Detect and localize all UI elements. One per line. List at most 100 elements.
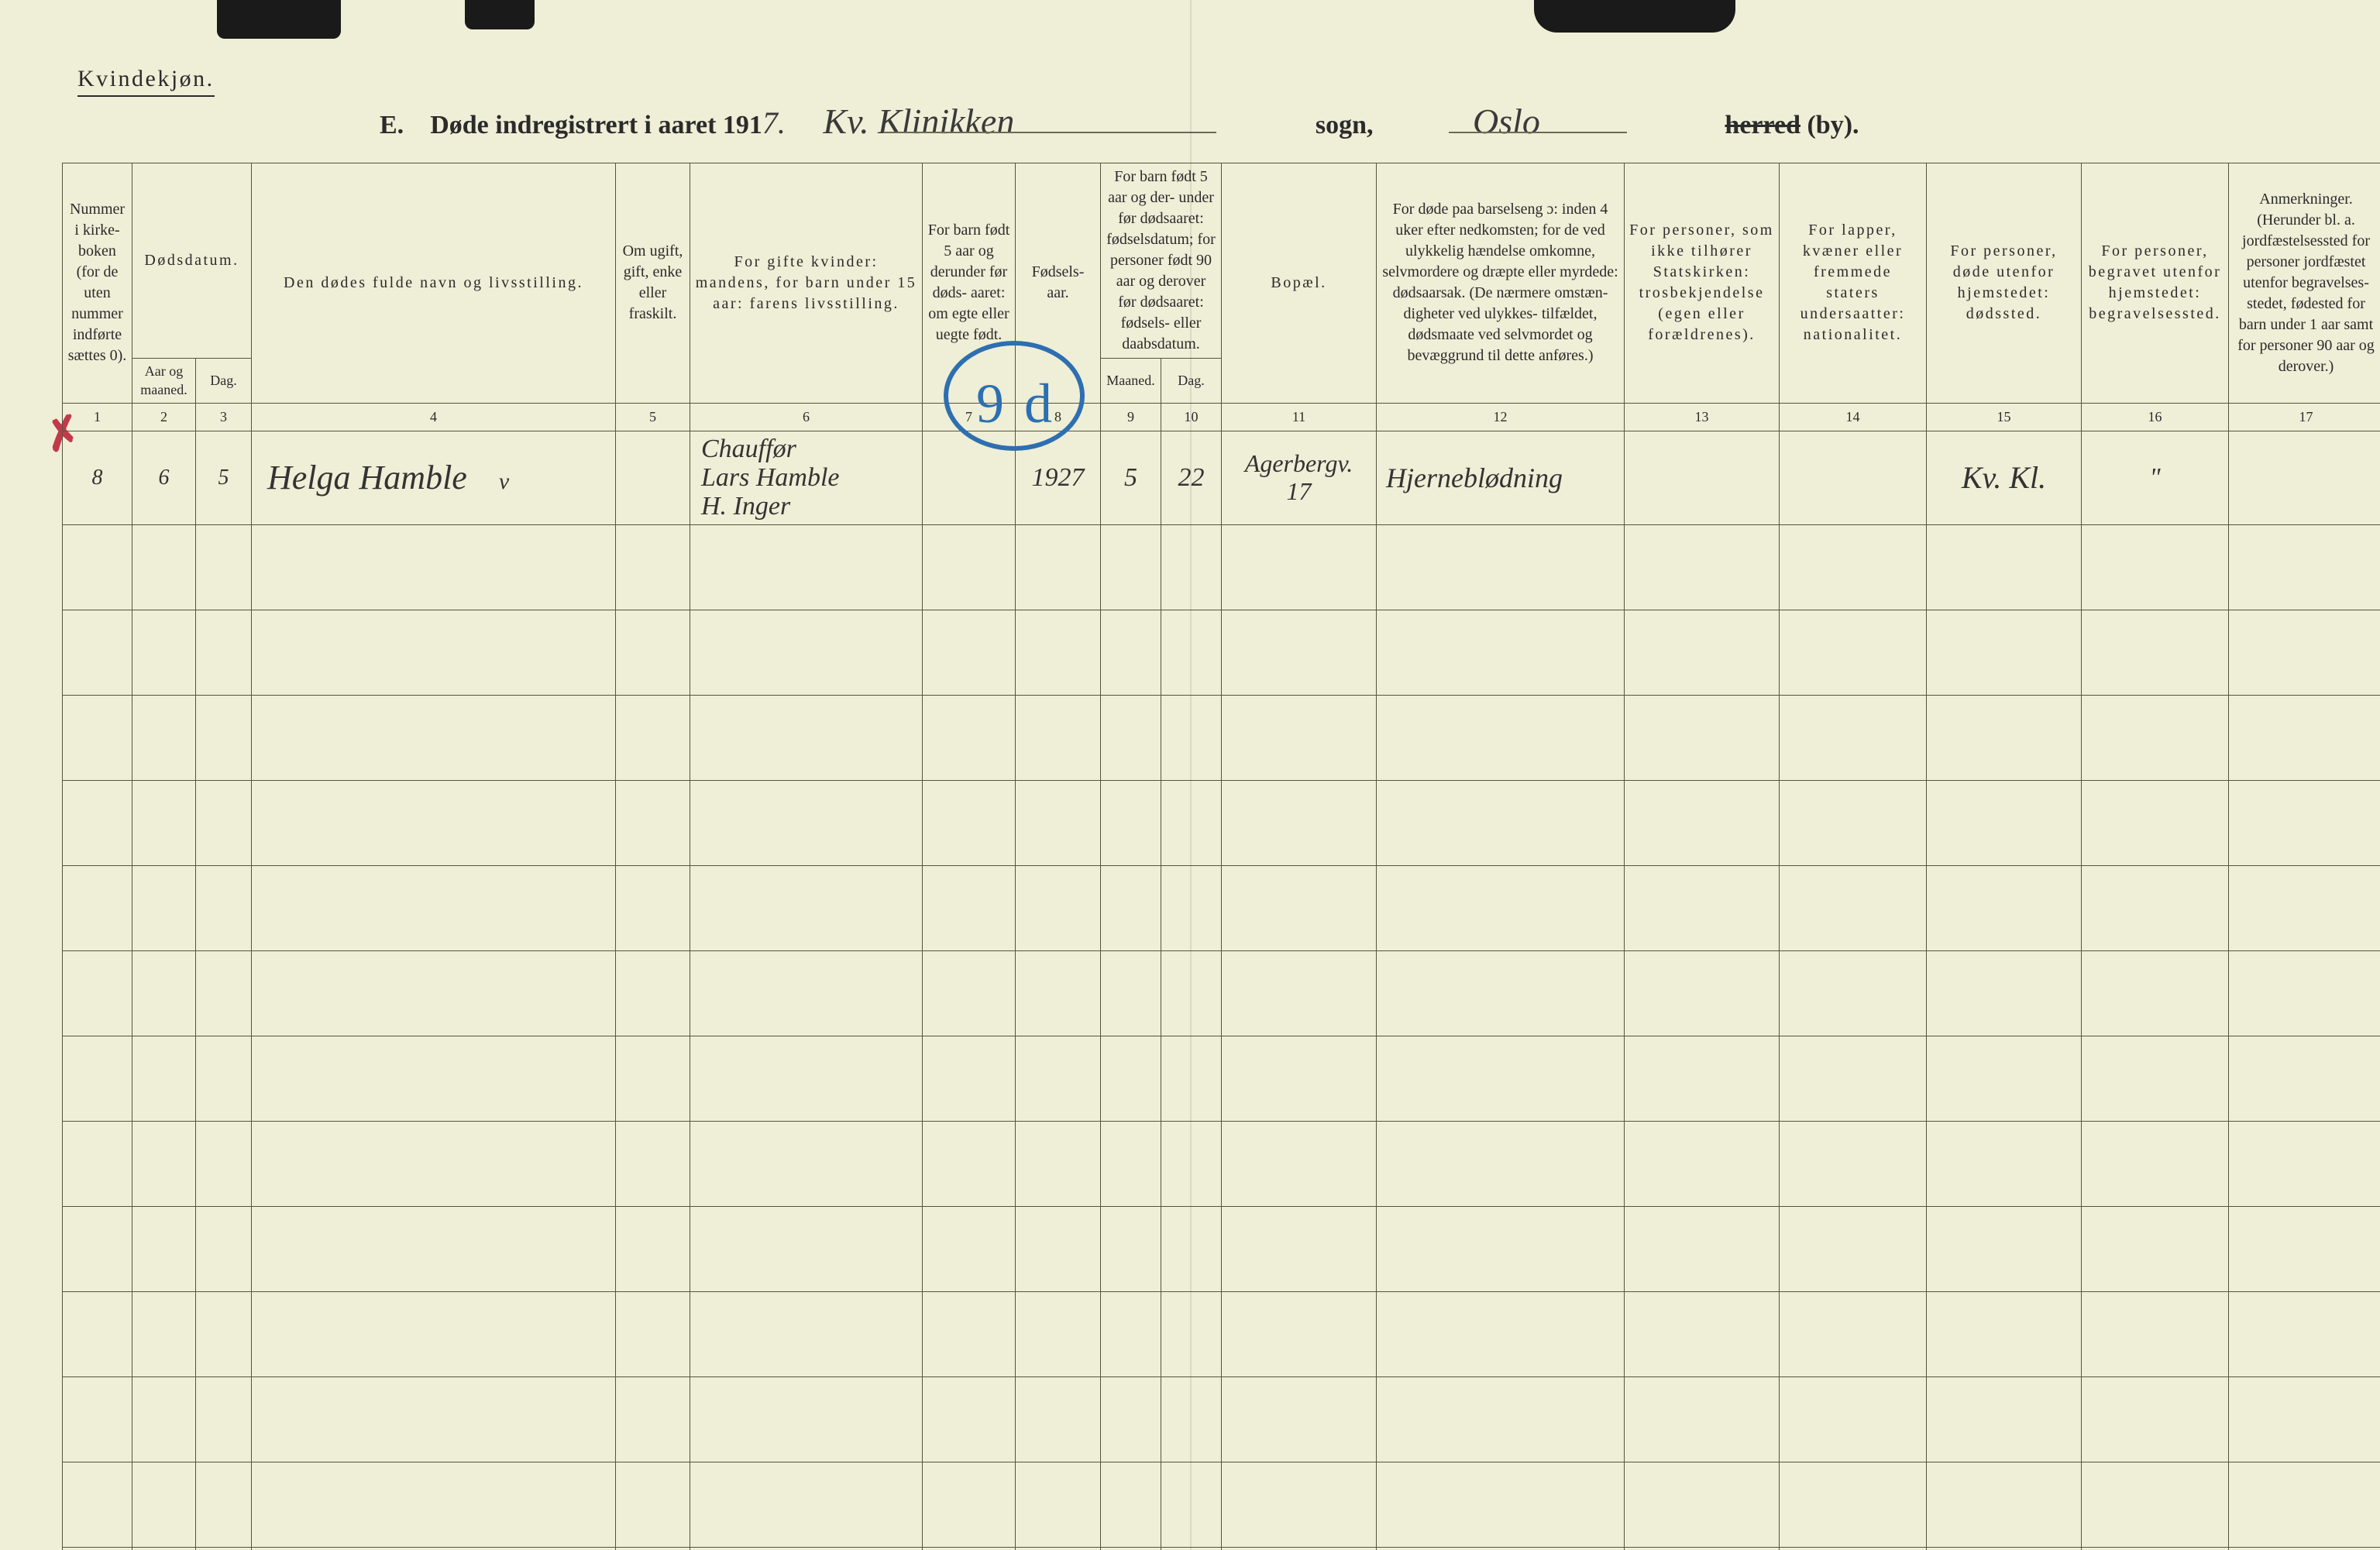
empty-cell xyxy=(2082,610,2229,695)
empty-cell xyxy=(132,865,196,950)
empty-cell xyxy=(252,695,616,780)
column-number: 9 xyxy=(1101,403,1161,431)
empty-cell xyxy=(690,780,923,865)
empty-cell xyxy=(1222,865,1377,950)
empty-cell xyxy=(252,1291,616,1376)
empty-cell xyxy=(2229,695,2380,780)
empty-cell xyxy=(923,1291,1016,1376)
empty-cell xyxy=(1927,780,2082,865)
empty-cell xyxy=(616,610,690,695)
table-row xyxy=(63,1206,2380,1291)
empty-cell xyxy=(1016,865,1101,950)
empty-cell xyxy=(690,695,923,780)
empty-cell xyxy=(616,1291,690,1376)
empty-cell xyxy=(1625,1121,1780,1206)
year-suffix: 7. xyxy=(762,105,786,140)
empty-cell xyxy=(63,1121,132,1206)
empty-cell xyxy=(1222,695,1377,780)
empty-cell xyxy=(923,1036,1016,1121)
empty-cell xyxy=(1780,1206,1927,1291)
empty-cell xyxy=(1101,1121,1161,1206)
cell-day: 5 xyxy=(196,431,252,524)
column-number: 3 xyxy=(196,403,252,431)
empty-cell xyxy=(252,1206,616,1291)
empty-cell xyxy=(1016,1547,1101,1550)
empty-cell xyxy=(690,524,923,610)
empty-cell xyxy=(1625,695,1780,780)
empty-cell xyxy=(132,1291,196,1376)
empty-cell xyxy=(132,1462,196,1547)
table-row xyxy=(63,1036,2380,1121)
empty-cell xyxy=(690,865,923,950)
column-number: 1 xyxy=(63,403,132,431)
empty-cell xyxy=(1780,1462,1927,1547)
empty-cell xyxy=(252,1547,616,1550)
empty-cell xyxy=(2229,865,2380,950)
empty-cell xyxy=(196,780,252,865)
col-header-910: For barn født 5 aar og der- under før dø… xyxy=(1101,163,1222,359)
empty-cell xyxy=(252,1376,616,1462)
empty-cell xyxy=(1625,524,1780,610)
empty-cell xyxy=(1016,610,1101,695)
title-letter: E. xyxy=(380,111,404,139)
col-header-16: For personer, begravet utenfor hjemstede… xyxy=(2082,163,2229,404)
empty-cell xyxy=(1927,1121,2082,1206)
empty-cell xyxy=(196,1121,252,1206)
empty-cell xyxy=(1780,1121,1927,1206)
empty-cell xyxy=(1222,1462,1377,1547)
empty-cell xyxy=(2229,524,2380,610)
empty-cell xyxy=(616,695,690,780)
empty-cell xyxy=(2082,780,2229,865)
empty-cell xyxy=(2229,1291,2380,1376)
cell-13 xyxy=(1625,431,1780,524)
empty-cell xyxy=(1377,610,1625,695)
table-row xyxy=(63,695,2380,780)
empty-cell xyxy=(2229,780,2380,865)
empty-cell xyxy=(1780,1547,1927,1550)
empty-cell xyxy=(1780,1036,1927,1121)
col-subheader-2: Aar og maaned. xyxy=(132,359,196,404)
empty-cell xyxy=(1222,780,1377,865)
empty-cell xyxy=(1625,1291,1780,1376)
label-by: (by). xyxy=(1807,111,1859,139)
empty-cell xyxy=(252,865,616,950)
empty-cell xyxy=(1377,1462,1625,1547)
cell-name: Helga Hamble v xyxy=(252,431,616,524)
empty-cell xyxy=(2229,610,2380,695)
empty-cell xyxy=(2229,1036,2380,1121)
empty-cell xyxy=(1222,610,1377,695)
empty-cell xyxy=(252,1462,616,1547)
empty-cell xyxy=(1625,1206,1780,1291)
empty-cell xyxy=(923,1376,1016,1462)
empty-cell xyxy=(1016,524,1101,610)
empty-cell xyxy=(1101,1036,1161,1121)
column-number: 5 xyxy=(616,403,690,431)
binding-notch xyxy=(217,0,341,39)
cell-birthmonth: 5 xyxy=(1101,431,1161,524)
table-body: 8 6 5 Helga Hamble v Chauffør Lars Hambl… xyxy=(63,431,2380,1550)
empty-cell xyxy=(1927,1547,2082,1550)
empty-cell xyxy=(2229,1121,2380,1206)
empty-cell xyxy=(616,1462,690,1547)
empty-cell xyxy=(1927,1462,2082,1547)
empty-cell xyxy=(132,1121,196,1206)
district-name: Oslo xyxy=(1473,101,1540,142)
column-number: 2 xyxy=(132,403,196,431)
empty-cell xyxy=(63,1291,132,1376)
empty-cell xyxy=(1101,780,1161,865)
empty-cell xyxy=(1377,524,1625,610)
empty-cell xyxy=(196,1376,252,1462)
empty-cell xyxy=(1625,1547,1780,1550)
empty-cell xyxy=(1222,950,1377,1036)
empty-cell xyxy=(1222,1291,1377,1376)
column-number: 6 xyxy=(690,403,923,431)
empty-cell xyxy=(2082,1121,2229,1206)
register-table: Nummer i kirke- boken (for de uten numme… xyxy=(62,163,2380,1550)
column-number: 11 xyxy=(1222,403,1377,431)
empty-cell xyxy=(63,865,132,950)
empty-cell xyxy=(1377,1036,1625,1121)
empty-cell xyxy=(63,1547,132,1550)
title-main: Døde indregistrert i aaret 191 xyxy=(430,111,762,139)
empty-cell xyxy=(1222,524,1377,610)
empty-cell xyxy=(1016,780,1101,865)
